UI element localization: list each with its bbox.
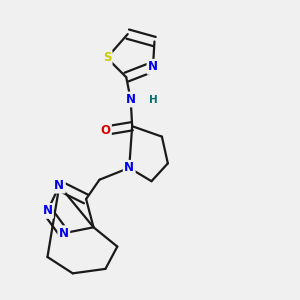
Text: N: N	[54, 179, 64, 192]
Text: N: N	[124, 161, 134, 174]
Text: N: N	[43, 204, 52, 218]
Text: N: N	[59, 227, 69, 240]
Text: N: N	[148, 60, 158, 73]
Text: O: O	[100, 124, 110, 137]
Text: H: H	[148, 95, 157, 105]
Text: N: N	[126, 93, 136, 106]
Text: S: S	[103, 51, 111, 64]
